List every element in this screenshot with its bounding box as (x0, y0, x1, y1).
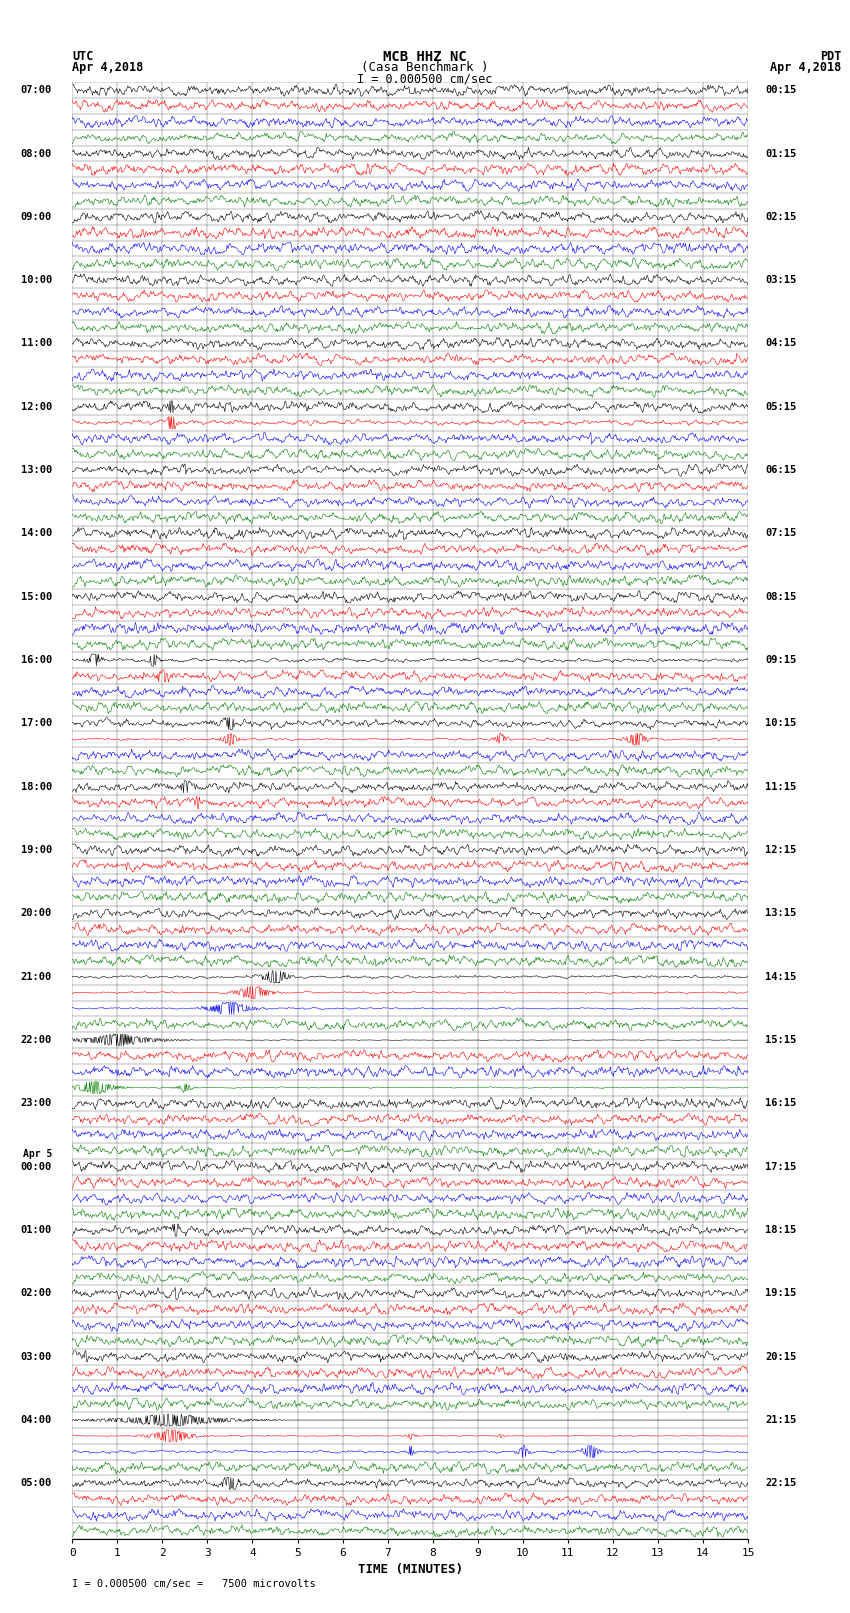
Text: 23:00: 23:00 (20, 1098, 52, 1108)
Text: 22:00: 22:00 (20, 1036, 52, 1045)
Text: 04:15: 04:15 (765, 339, 796, 348)
Text: 17:15: 17:15 (765, 1161, 796, 1171)
Text: (Casa Benchmark ): (Casa Benchmark ) (361, 61, 489, 74)
Text: 16:15: 16:15 (765, 1098, 796, 1108)
Text: 01:15: 01:15 (765, 148, 796, 158)
Text: 10:00: 10:00 (20, 276, 52, 286)
Text: 00:00: 00:00 (20, 1161, 52, 1171)
Text: 12:15: 12:15 (765, 845, 796, 855)
Text: 03:00: 03:00 (20, 1352, 52, 1361)
Text: 20:00: 20:00 (20, 908, 52, 918)
Text: 13:15: 13:15 (765, 908, 796, 918)
Text: I = 0.000500 cm/sec =   7500 microvolts: I = 0.000500 cm/sec = 7500 microvolts (72, 1579, 316, 1589)
Text: 11:15: 11:15 (765, 782, 796, 792)
Text: 18:00: 18:00 (20, 782, 52, 792)
Text: Apr 4,2018: Apr 4,2018 (770, 61, 842, 74)
Text: 05:15: 05:15 (765, 402, 796, 411)
Text: MCB HHZ NC: MCB HHZ NC (383, 50, 467, 65)
Text: 03:15: 03:15 (765, 276, 796, 286)
Text: Apr 4,2018: Apr 4,2018 (72, 61, 144, 74)
Text: 19:15: 19:15 (765, 1289, 796, 1298)
Text: 12:00: 12:00 (20, 402, 52, 411)
Text: 00:15: 00:15 (765, 85, 796, 95)
Text: I = 0.000500 cm/sec: I = 0.000500 cm/sec (357, 73, 493, 85)
Text: UTC: UTC (72, 50, 94, 63)
Text: Apr 5: Apr 5 (23, 1148, 52, 1160)
Text: 08:15: 08:15 (765, 592, 796, 602)
Text: 06:15: 06:15 (765, 465, 796, 476)
Text: PDT: PDT (820, 50, 842, 63)
Text: 07:15: 07:15 (765, 529, 796, 539)
Text: 02:00: 02:00 (20, 1289, 52, 1298)
Text: 13:00: 13:00 (20, 465, 52, 476)
Text: 15:00: 15:00 (20, 592, 52, 602)
Text: 14:00: 14:00 (20, 529, 52, 539)
Text: 09:00: 09:00 (20, 211, 52, 223)
Text: 01:00: 01:00 (20, 1226, 52, 1236)
Text: 14:15: 14:15 (765, 971, 796, 982)
Text: 18:15: 18:15 (765, 1226, 796, 1236)
Text: 08:00: 08:00 (20, 148, 52, 158)
X-axis label: TIME (MINUTES): TIME (MINUTES) (358, 1563, 462, 1576)
Text: 17:00: 17:00 (20, 718, 52, 729)
Text: 19:00: 19:00 (20, 845, 52, 855)
Text: 16:00: 16:00 (20, 655, 52, 665)
Text: 11:00: 11:00 (20, 339, 52, 348)
Text: 05:00: 05:00 (20, 1479, 52, 1489)
Text: 10:15: 10:15 (765, 718, 796, 729)
Text: 15:15: 15:15 (765, 1036, 796, 1045)
Text: 21:15: 21:15 (765, 1415, 796, 1424)
Text: 21:00: 21:00 (20, 971, 52, 982)
Text: 07:00: 07:00 (20, 85, 52, 95)
Text: 20:15: 20:15 (765, 1352, 796, 1361)
Text: 04:00: 04:00 (20, 1415, 52, 1424)
Text: 09:15: 09:15 (765, 655, 796, 665)
Text: 02:15: 02:15 (765, 211, 796, 223)
Text: 22:15: 22:15 (765, 1479, 796, 1489)
